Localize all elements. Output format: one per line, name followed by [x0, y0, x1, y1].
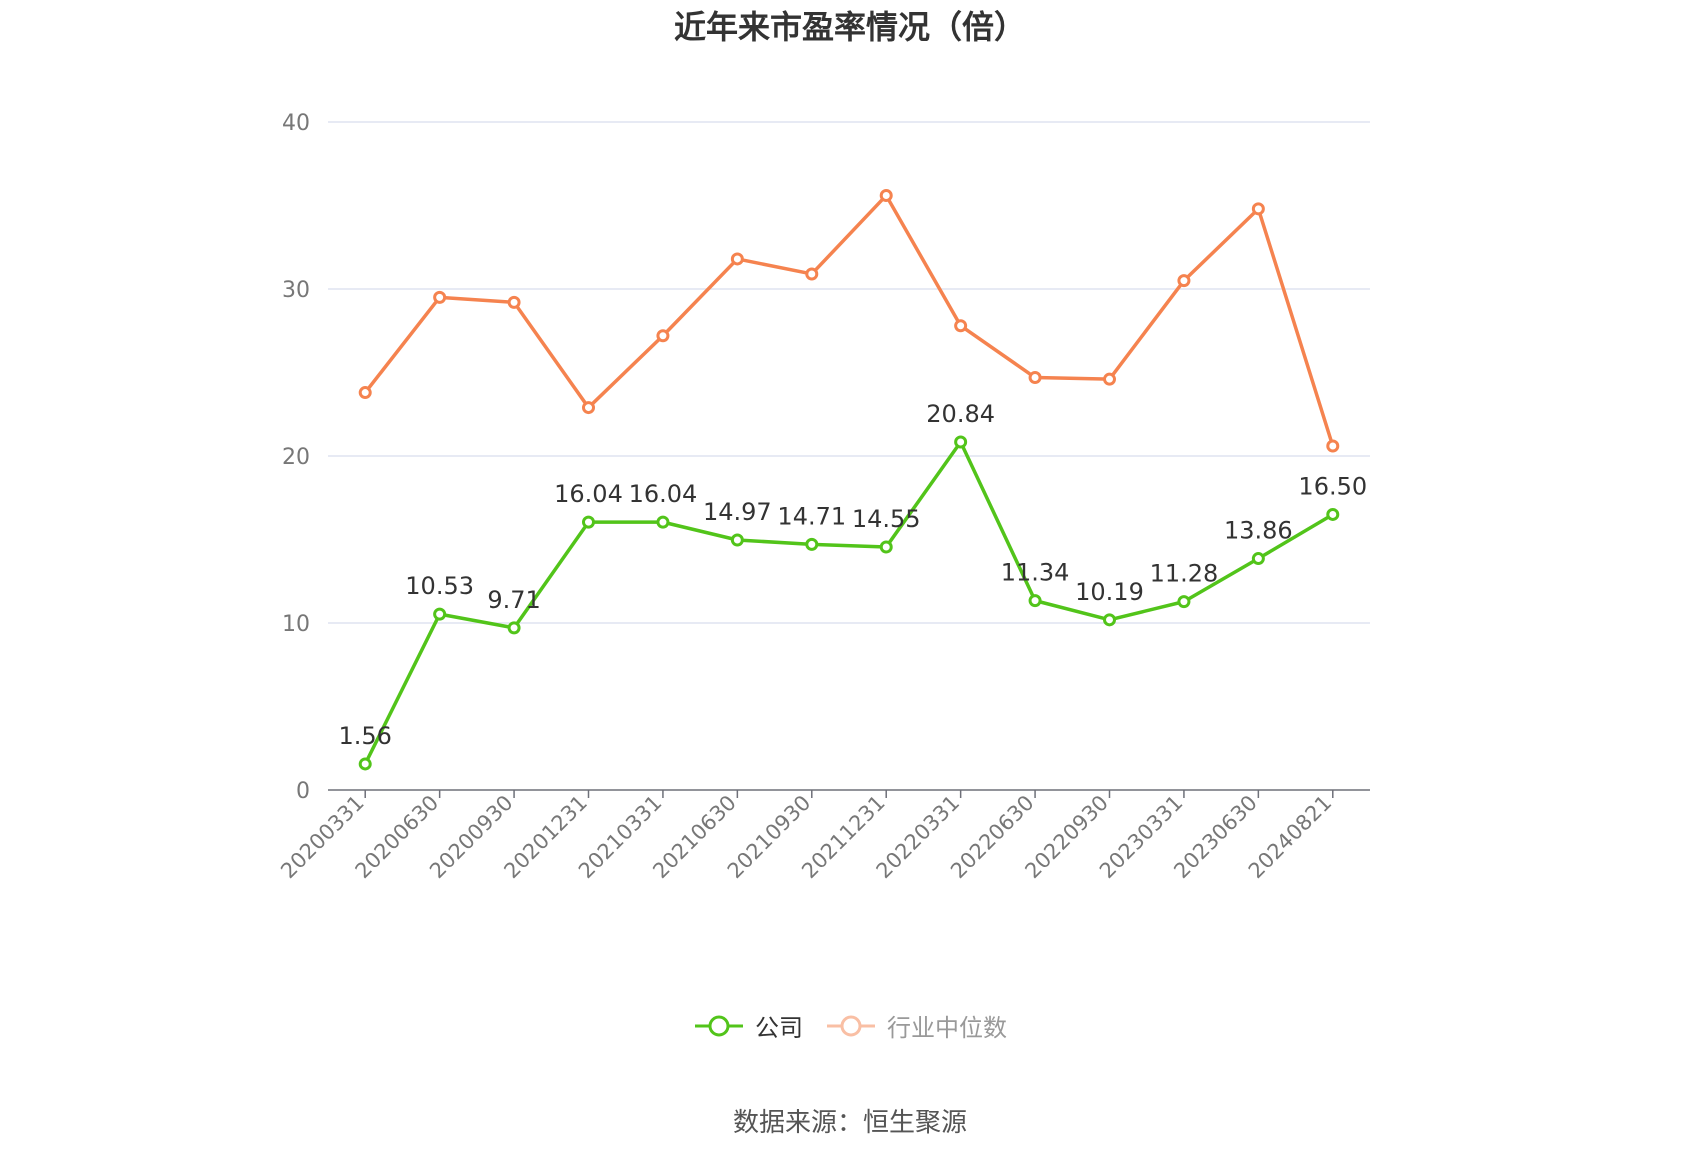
- company-point: [1028, 594, 1042, 608]
- company-data-label: 9.71: [487, 586, 540, 614]
- industry-point: [656, 329, 670, 343]
- company-data-label: 14.71: [777, 502, 846, 530]
- company-point: [1326, 507, 1340, 521]
- y-tick-label: 20: [282, 445, 310, 470]
- company-point: [507, 621, 521, 635]
- y-tick-label: 10: [282, 612, 310, 637]
- company-data-label: 13.86: [1224, 517, 1293, 545]
- company-point: [1103, 613, 1116, 627]
- y-tick-label: 30: [282, 278, 310, 303]
- company-data-label: 14.97: [703, 498, 772, 526]
- company-point: [1251, 552, 1265, 566]
- industry-point: [1103, 372, 1116, 386]
- industry-point: [1326, 439, 1340, 453]
- company-data-label: 16.50: [1298, 472, 1367, 500]
- industry-point: [582, 401, 595, 415]
- industry-point: [433, 290, 447, 304]
- company-data-label: 10.53: [405, 572, 474, 600]
- company-point: [582, 515, 595, 529]
- legend-label-industry: 行业中位数: [887, 1014, 1007, 1042]
- industry-series-icon: [827, 1015, 875, 1036]
- company-point: [358, 757, 372, 771]
- industry-point: [507, 295, 521, 309]
- company-data-label: 11.34: [1001, 559, 1070, 587]
- y-tick-label: 40: [282, 111, 310, 136]
- industry-line: [363, 193, 1335, 447]
- company-data-label: 16.04: [554, 480, 623, 508]
- industry-point: [1251, 202, 1265, 216]
- chart-title: 近年来市盈率情况（倍）: [673, 8, 1026, 46]
- company-data-label: 1.56: [338, 722, 391, 750]
- legend: 公司 行业中位数: [0, 1008, 1700, 1043]
- industry-point: [358, 386, 372, 400]
- company-point: [433, 607, 447, 621]
- y-tick-label: 0: [296, 779, 310, 804]
- company-point: [656, 515, 670, 529]
- company-series-icon: [695, 1015, 743, 1036]
- industry-point: [879, 188, 893, 202]
- industry-point: [1177, 274, 1191, 288]
- industry-point: [805, 267, 819, 281]
- company-point: [879, 540, 893, 554]
- legend-item-industry[interactable]: 行业中位数: [825, 1008, 1007, 1043]
- company-point: [954, 435, 968, 449]
- company-point: [1177, 595, 1191, 609]
- legend-item-company[interactable]: 公司: [693, 1008, 803, 1043]
- industry-point: [1028, 371, 1042, 385]
- company-data-label: 10.19: [1075, 578, 1144, 606]
- legend-label-company: 公司: [755, 1014, 803, 1042]
- industry-point: [954, 319, 968, 333]
- company-point: [730, 533, 744, 547]
- company-point: [805, 537, 819, 551]
- company-data-label: 11.28: [1150, 560, 1219, 588]
- company-data-label: 20.84: [926, 400, 995, 428]
- company-data-label: 16.04: [629, 480, 698, 508]
- data-source: 数据来源：恒生聚源: [732, 1108, 967, 1138]
- company-line: [363, 440, 1334, 765]
- line-chart: 0102030402020033120200630202009302020123…: [276, 111, 1370, 883]
- company-data-label: 14.55: [852, 505, 921, 533]
- industry-point: [730, 252, 744, 266]
